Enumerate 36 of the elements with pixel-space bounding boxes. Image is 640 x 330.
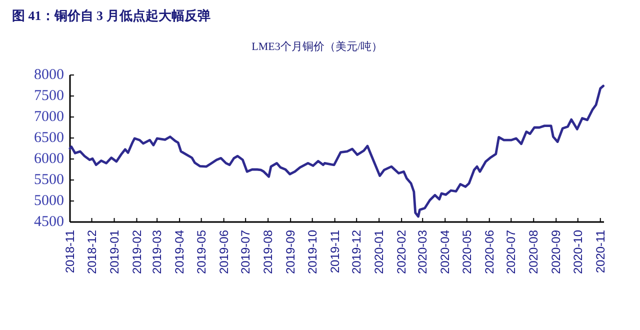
y-tick-label: 7000: [34, 109, 64, 125]
x-tick-label: 2019-10: [305, 230, 320, 274]
y-tick-label: 4500: [34, 214, 64, 230]
x-tick-label: 2020-08: [526, 230, 541, 274]
x-tick-label: 2020-05: [460, 230, 474, 274]
x-tick-label: 2019-11: [328, 230, 342, 274]
y-tick-label: 6500: [34, 130, 64, 146]
x-tick-label: 2019-08: [261, 230, 276, 274]
x-tick-label: 2018-11: [63, 230, 77, 274]
x-tick-label: 2020-02: [394, 230, 409, 274]
x-tick-label: 2018-12: [84, 230, 99, 274]
x-tick-label: 2020-10: [570, 230, 585, 274]
x-tick-label: 2020-09: [549, 230, 564, 274]
x-tick-label: 2019-12: [350, 230, 364, 274]
x-tick-label: 2019-06: [216, 230, 231, 274]
x-tick-label: 2020-03: [416, 230, 430, 274]
y-tick-label: 6000: [34, 151, 64, 167]
x-tick-label: 2019-01: [107, 230, 122, 274]
x-tick-label: 2020-07: [504, 230, 518, 274]
y-tick-label: 8000: [34, 67, 64, 83]
y-tick-label: 5000: [34, 193, 64, 209]
line-series: [68, 84, 604, 218]
x-tick-label: 2020-11: [593, 230, 608, 274]
y-tick-label: 7500: [34, 88, 64, 104]
x-tick-label: 2019-04: [172, 230, 187, 274]
x-tick-label: 2020-04: [438, 230, 452, 274]
x-tick-label: 2020-01: [372, 230, 386, 274]
x-tick-label: 2019-02: [130, 230, 144, 274]
y-tick-label: 5500: [34, 172, 64, 188]
x-tick-label: 2019-09: [284, 230, 298, 274]
x-tick-label: 2019-07: [238, 230, 253, 274]
chart-title: 图 41：铜价自 3 月低点起大幅反弹: [12, 8, 210, 23]
x-tick-label: 2019-03: [150, 230, 164, 274]
x-tick-label: 2020-06: [482, 230, 496, 274]
x-tick-label: 2019-05: [194, 230, 208, 274]
chart-subtitle: LME3个月铜价（美元/吨）: [252, 40, 382, 53]
